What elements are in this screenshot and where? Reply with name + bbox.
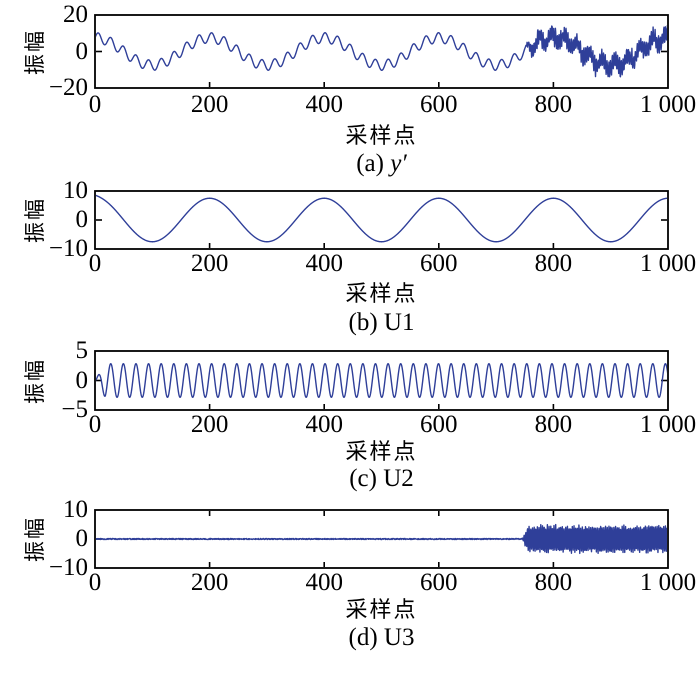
- x-axis-label: 采样点: [345, 439, 418, 464]
- x-tick-label: 0: [88, 250, 102, 277]
- x-tick-label: 200: [190, 569, 229, 596]
- x-tick-label: 400: [305, 569, 343, 596]
- x-tick-label: 1 000: [639, 569, 697, 596]
- x-tick-label: 1 000: [639, 411, 697, 438]
- x-tick-label: 400: [305, 250, 343, 277]
- x-tick-label: 600: [420, 411, 458, 438]
- axes-frame: [94, 190, 669, 250]
- x-tick-label: 1 000: [639, 250, 697, 277]
- y-tick-label: 20: [63, 1, 88, 28]
- x-axis-label: 采样点: [345, 597, 418, 622]
- axes-frame: [94, 509, 669, 569]
- y-tick-label: 0: [75, 206, 89, 233]
- plot-area-c: [94, 350, 669, 411]
- y-axis-label: 振幅: [23, 28, 47, 75]
- caption-symbol: y′: [390, 150, 407, 177]
- x-tick-label: 1 000: [639, 91, 697, 118]
- axes-frame: [94, 14, 669, 89]
- signal-trace-d: [96, 523, 667, 555]
- x-tick-label: 800: [534, 91, 573, 118]
- y-axis-label: 振幅: [23, 197, 47, 243]
- y-tick-label: 10: [63, 177, 88, 204]
- x-tick-label: 200: [190, 250, 229, 277]
- x-axis-label: 采样点: [345, 123, 418, 148]
- subplot-caption-d: (d) U3: [95, 625, 668, 651]
- signal-trace-c: [96, 362, 667, 399]
- subplot-caption-c: (c) U2: [95, 466, 668, 492]
- caption-index: (c): [349, 465, 377, 492]
- y-tick-label: 0: [75, 366, 89, 394]
- y-tick-label: 10: [63, 496, 88, 523]
- caption-symbol: U2: [383, 465, 414, 492]
- plot-area-b: [94, 190, 669, 250]
- caption-symbol: U3: [383, 624, 415, 651]
- caption-symbol: U1: [383, 309, 415, 336]
- x-tick-label: 200: [190, 91, 229, 118]
- x-tick-label: 800: [534, 411, 573, 438]
- x-tick-label: 400: [305, 91, 343, 118]
- subplot-caption-b: (b) U1: [95, 310, 668, 336]
- x-tick-label: 400: [305, 411, 343, 438]
- y-tick-label: −10: [48, 554, 88, 581]
- x-tick-label: 0: [88, 91, 102, 118]
- caption-index: (d): [348, 624, 378, 651]
- x-tick-label: 200: [190, 411, 229, 438]
- signal-trace-a: [96, 24, 667, 78]
- plot-area-d: [94, 509, 669, 569]
- x-tick-label: 600: [420, 569, 458, 596]
- caption-index: (a): [356, 150, 384, 177]
- x-tick-label: 800: [534, 569, 573, 596]
- axes-frame: [94, 350, 669, 411]
- y-tick-label: −20: [48, 74, 88, 101]
- x-axis-label: 采样点: [345, 281, 418, 306]
- x-tick-label: 600: [420, 250, 458, 277]
- y-tick-label: 0: [75, 525, 89, 552]
- y-tick-label: −5: [61, 396, 88, 423]
- x-tick-label: 0: [88, 569, 102, 596]
- y-axis-label: 振幅: [23, 516, 47, 562]
- y-tick-label: 5: [75, 337, 89, 364]
- x-tick-label: 800: [534, 250, 573, 277]
- subplot-caption-a: (a) y′: [95, 151, 668, 177]
- y-tick-label: 0: [75, 37, 89, 65]
- y-axis-label: 振幅: [23, 357, 47, 404]
- caption-index: (b): [348, 309, 378, 336]
- x-tick-label: 0: [88, 411, 102, 438]
- x-tick-label: 600: [420, 91, 458, 118]
- y-tick-label: −10: [48, 235, 88, 262]
- signal-trace-b: [96, 194, 667, 243]
- plot-area-a: [94, 14, 669, 89]
